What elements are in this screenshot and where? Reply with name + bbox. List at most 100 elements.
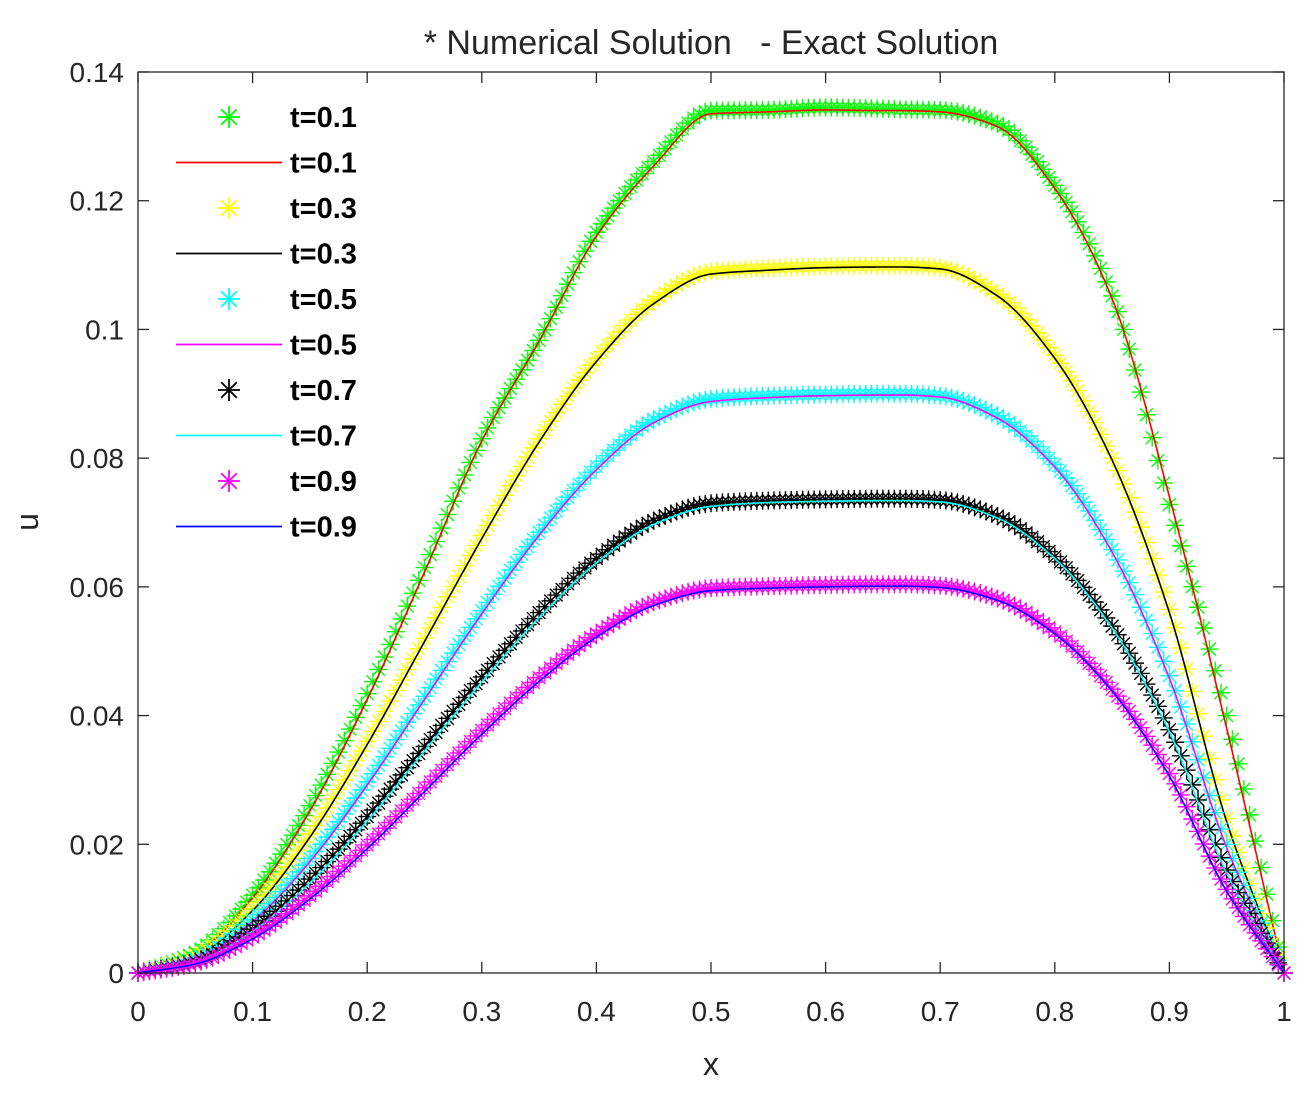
- data-point-marker: [1160, 600, 1179, 619]
- legend-star-sample: [218, 288, 240, 310]
- data-point-marker: [283, 826, 302, 845]
- data-point-marker: [318, 827, 337, 846]
- data-point-marker: [1171, 746, 1190, 765]
- data-point-marker: [381, 780, 400, 799]
- x-tick-label: 0.3: [462, 996, 501, 1027]
- legend-star-sample: [218, 197, 240, 219]
- x-tick-label: 0.7: [921, 996, 960, 1027]
- legend-entry-label: t=0.5: [290, 284, 357, 316]
- y-tick-label: 0.1: [85, 314, 124, 345]
- data-point-marker: [404, 751, 423, 770]
- data-point-marker: [1217, 706, 1236, 725]
- data-point-marker: [438, 505, 457, 524]
- data-point-marker: [1154, 583, 1173, 602]
- data-point-marker: [535, 516, 554, 535]
- data-point-marker: [1068, 571, 1087, 590]
- data-point-marker: [1126, 503, 1145, 522]
- x-tick-label: 0.4: [577, 996, 616, 1027]
- data-point-marker: [1091, 259, 1110, 278]
- data-point-marker: [564, 378, 583, 397]
- data-point-marker: [661, 279, 680, 298]
- data-point-marker: [1189, 750, 1208, 769]
- data-point-marker: [1200, 820, 1219, 839]
- x-tick-label: 0.9: [1150, 996, 1189, 1027]
- data-point-marker: [1223, 889, 1242, 908]
- data-point-marker: [1022, 145, 1041, 164]
- data-point-marker: [587, 223, 606, 242]
- data-point-marker: [478, 418, 497, 437]
- data-point-marker: [1160, 666, 1179, 685]
- legend-entry-label: t=0.1: [290, 148, 357, 180]
- axis-ticks: 0 0.1 0.2 0.3 0.4 0.5 0.6 0.7 0.8 0.9 1 0 0.02 0.04 0.…: [70, 57, 1292, 1027]
- data-point-marker: [1217, 809, 1236, 828]
- data-point-marker: [1103, 286, 1122, 305]
- data-point-marker: [501, 561, 520, 580]
- data-point-marker: [478, 593, 497, 612]
- data-point-marker: [1137, 405, 1156, 424]
- data-point-marker: [1166, 618, 1185, 637]
- y-axis-label: u: [9, 513, 45, 531]
- data-point-marker: [1194, 768, 1213, 787]
- x-tick-label: 1: [1276, 996, 1292, 1027]
- plot-curves: [129, 98, 1293, 982]
- data-point-marker: [277, 835, 296, 854]
- x-axis-label: x: [703, 1046, 719, 1082]
- data-point-marker: [1097, 272, 1116, 291]
- data-point-marker: [1223, 730, 1242, 749]
- data-point-marker: [1200, 847, 1219, 866]
- x-tick-label: 0.6: [806, 996, 845, 1027]
- data-point-marker: [1091, 425, 1110, 444]
- exact-line-series-1: [137, 109, 1285, 974]
- data-point-marker: [1211, 820, 1230, 839]
- legend: t=0.1 t=0.1 t=0.3 t=0.3 t=0.5 t=0.5 t=0.7 t=0.7…: [176, 102, 357, 544]
- data-point-marker: [1074, 391, 1093, 410]
- data-point-marker: [306, 786, 325, 805]
- y-tick-label: 0: [108, 958, 124, 989]
- data-point-marker: [1137, 533, 1156, 552]
- x-tick-label: 0.2: [348, 996, 387, 1027]
- data-point-marker: [1154, 652, 1173, 671]
- legend-entry-label: t=0.7: [290, 375, 357, 407]
- data-point-marker: [444, 492, 463, 511]
- legend-entry-label: t=0.5: [290, 330, 357, 362]
- legend-entry-label: t=0.9: [290, 466, 357, 498]
- data-point-marker: [553, 649, 572, 668]
- data-point-marker: [1166, 681, 1185, 700]
- data-point-marker: [518, 537, 537, 556]
- data-point-marker: [1194, 619, 1213, 638]
- data-point-marker: [959, 105, 978, 124]
- data-point-marker: [1189, 790, 1208, 809]
- y-tick-label: 0.08: [70, 443, 125, 474]
- data-point-marker: [363, 800, 382, 819]
- data-point-marker: [1171, 698, 1190, 717]
- data-point-marker: [1183, 775, 1202, 794]
- data-point-marker: [547, 654, 566, 673]
- legend-star-sample: [218, 106, 240, 128]
- x-tick-label: 0.1: [233, 996, 272, 1027]
- data-point-marker: [295, 806, 314, 825]
- data-point-marker: [467, 674, 486, 693]
- data-point-marker: [289, 841, 308, 860]
- x-tick-label: 0.8: [1035, 996, 1074, 1027]
- exact-line-series-3: [137, 266, 1285, 974]
- data-point-marker: [1229, 863, 1248, 882]
- data-point-marker: [295, 856, 314, 875]
- data-point-marker: [404, 650, 423, 669]
- data-point-marker: [1171, 638, 1190, 657]
- data-point-marker: [1097, 673, 1116, 692]
- data-point-marker: [1166, 733, 1185, 752]
- data-point-marker: [1154, 473, 1173, 492]
- data-point-marker: [369, 712, 388, 731]
- chart-title: * Numerical Solution - Exact Solution: [424, 24, 998, 62]
- data-point-marker: [1131, 518, 1150, 537]
- data-point-marker: [1234, 780, 1253, 799]
- data-point-marker: [1177, 715, 1196, 734]
- data-point-marker: [1229, 754, 1248, 773]
- exact-line-series-9: [137, 585, 1285, 974]
- data-point-marker: [1137, 611, 1156, 630]
- legend-star-sample: [218, 470, 240, 492]
- data-point-marker: [461, 453, 480, 472]
- y-tick-label: 0.04: [70, 701, 125, 732]
